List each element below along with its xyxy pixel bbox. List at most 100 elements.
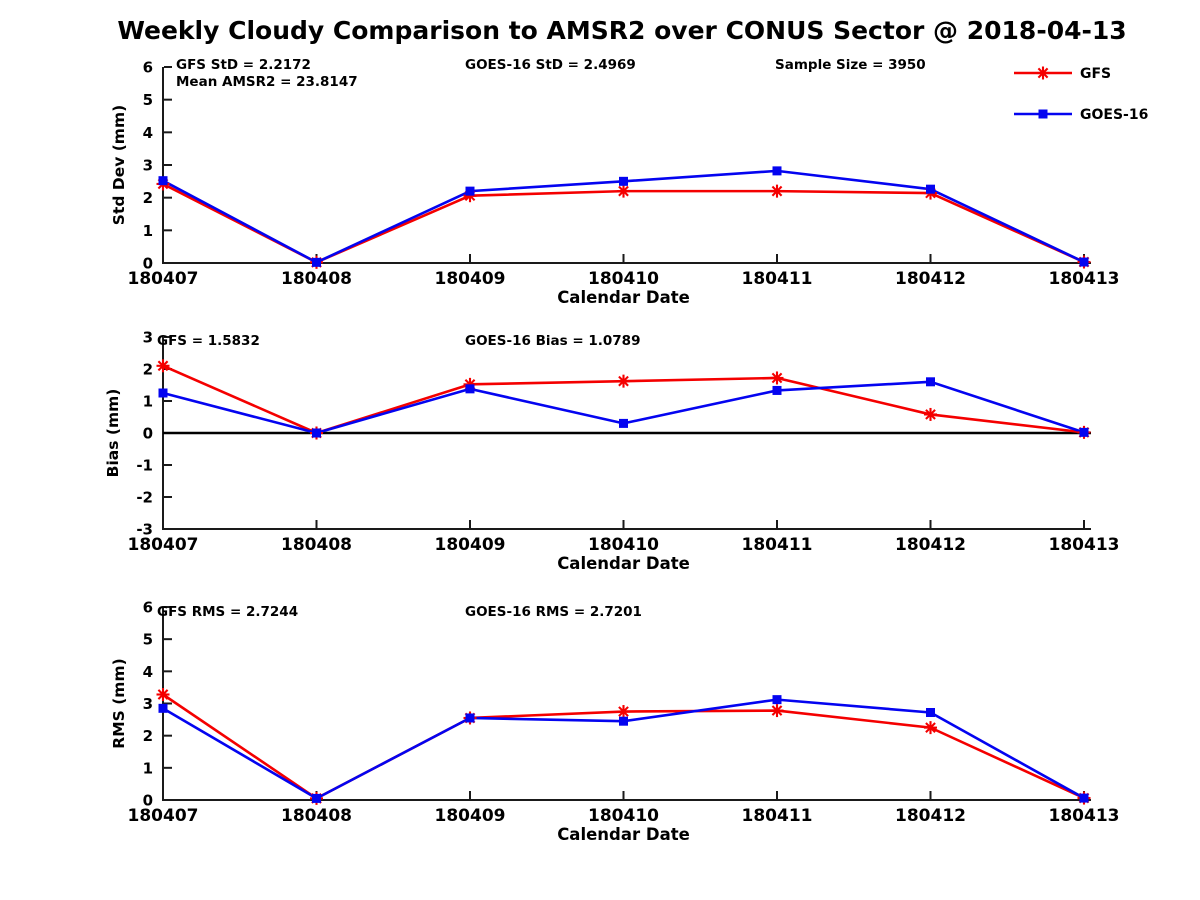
y-tick-label: 0	[143, 255, 153, 273]
goes-16-marker	[926, 184, 935, 194]
goes-16-marker	[772, 695, 782, 705]
y-tick-label: 6	[143, 59, 153, 77]
y-tick-label: 1	[143, 222, 153, 240]
x-tick-label: 180412	[895, 806, 966, 826]
y-tick-label: 0	[143, 792, 153, 810]
goes-16-marker	[772, 166, 782, 176]
bias-annotation: GFS = 1.5832	[157, 333, 260, 349]
asterisk-arm	[771, 185, 783, 197]
std-dev-annotation: GOES-16 StD = 2.4969	[465, 57, 636, 73]
y-tick-label: 3	[143, 695, 153, 713]
gfs-marker	[924, 407, 937, 421]
x-tick-label: 180409	[435, 806, 506, 826]
y-tick-label: 3	[143, 329, 153, 347]
goes-16-marker	[158, 176, 168, 186]
asterisk-arm	[771, 705, 783, 716]
x-tick-label: 180410	[588, 535, 659, 555]
gfs-marker	[617, 184, 630, 198]
y-tick-label: 1	[143, 393, 153, 411]
bias-chart: -3 -2 -1 0 1 2 3 180407 180408 180409 180410 180411…	[104, 329, 1119, 574]
asterisk-arm	[771, 372, 783, 384]
x-tick-label: 180412	[895, 269, 966, 289]
y-axis-label: Std Dev (mm)	[110, 105, 128, 225]
goes-16-marker	[465, 713, 475, 723]
goes-16-legend-label: GOES-16	[1080, 107, 1148, 123]
x-tick-label: 180413	[1049, 806, 1120, 826]
x-axis-label: Calendar Date	[557, 554, 690, 573]
x-tick-label: 180409	[435, 535, 506, 555]
y-tick-label: 1	[143, 759, 153, 777]
asterisk-arm	[1037, 67, 1049, 79]
y-tick-label: 4	[143, 663, 153, 681]
rms-chart: 0 1 2 3 4 5 6 180407 180408 180409 180410 180411 180…	[110, 599, 1119, 845]
x-tick-label: 180408	[281, 806, 352, 826]
x-axis-label: Calendar Date	[557, 825, 690, 844]
gfs-marker	[770, 184, 784, 198]
y-tick-label: 4	[143, 124, 153, 142]
gfs-marker	[617, 374, 630, 388]
y-tick-label: 2	[143, 361, 153, 379]
gfs-marker	[156, 687, 170, 701]
asterisk-arm	[618, 706, 629, 717]
goes-16-marker	[312, 257, 321, 267]
y-tick-label: -2	[136, 489, 153, 507]
gfs-marker	[156, 359, 170, 373]
x-tick-label: 180412	[895, 535, 966, 555]
x-tick-label: 180413	[1049, 269, 1120, 289]
goes-16-marker	[926, 708, 935, 718]
y-axis-label: RMS (mm)	[110, 658, 128, 748]
x-tick-label: 180410	[588, 806, 659, 826]
goes-16-marker	[926, 377, 935, 387]
asterisk-arm	[618, 185, 629, 197]
std-dev-annotation: Sample Size = 3950	[775, 57, 926, 73]
y-tick-label: 0	[143, 425, 153, 443]
asterisk-arm	[157, 689, 169, 700]
goes-16-legend-marker	[1038, 109, 1048, 119]
asterisk-arm	[618, 375, 629, 387]
std-dev-annotation: Mean AMSR2 = 23.8147	[176, 74, 358, 90]
x-axis-label: Calendar Date	[557, 288, 690, 307]
asterisk-arm	[925, 722, 936, 733]
y-tick-label: 5	[143, 91, 153, 109]
y-tick-label: 2	[143, 189, 153, 207]
y-tick-label: 2	[143, 727, 153, 745]
rms-annotation: GOES-16 RMS = 2.7201	[465, 604, 642, 620]
legend: GFS GOES-16	[1014, 66, 1148, 123]
x-tick-label: 180407	[128, 806, 199, 826]
goes-16-marker	[619, 176, 628, 186]
y-tick-label: -1	[136, 457, 153, 475]
goes-16-marker	[465, 186, 475, 196]
goes-16-marker	[465, 384, 475, 394]
x-tick-label: 180407	[128, 535, 199, 555]
std-dev-chart: 0 1 2 3 4 5 6 180407 180408 180409 180410 180411 180…	[110, 57, 1119, 307]
gfs-marker	[770, 371, 784, 385]
goes-16-marker	[1079, 257, 1089, 267]
goes-16-marker	[312, 428, 321, 438]
gfs-legend-marker	[1036, 66, 1050, 80]
goes-16-marker	[619, 716, 628, 726]
y-axis-label: Bias (mm)	[104, 389, 122, 478]
goes-16-marker	[772, 385, 782, 395]
x-tick-label: 180411	[742, 535, 813, 555]
goes-16-marker	[312, 793, 321, 803]
x-tick-label: 180409	[435, 269, 506, 289]
x-tick-label: 180410	[588, 269, 659, 289]
gfs-legend-label: GFS	[1080, 66, 1111, 82]
x-tick-label: 180407	[128, 269, 199, 289]
y-tick-label: 5	[143, 631, 153, 649]
goes-16-marker	[158, 703, 168, 713]
asterisk-arm	[157, 360, 169, 372]
figure-title: Weekly Cloudy Comparison to AMSR2 over C…	[117, 16, 1127, 45]
goes-16-marker	[619, 418, 628, 428]
x-tick-label: 180413	[1049, 535, 1120, 555]
asterisk-arm	[925, 409, 936, 420]
gfs-marker	[924, 721, 937, 735]
x-tick-label: 180408	[281, 269, 352, 289]
x-tick-label: 180408	[281, 535, 352, 555]
bias-annotation: GOES-16 Bias = 1.0789	[465, 333, 640, 349]
goes-16-marker	[1079, 427, 1089, 437]
x-tick-label: 180411	[742, 806, 813, 826]
y-tick-label: -3	[136, 521, 153, 539]
